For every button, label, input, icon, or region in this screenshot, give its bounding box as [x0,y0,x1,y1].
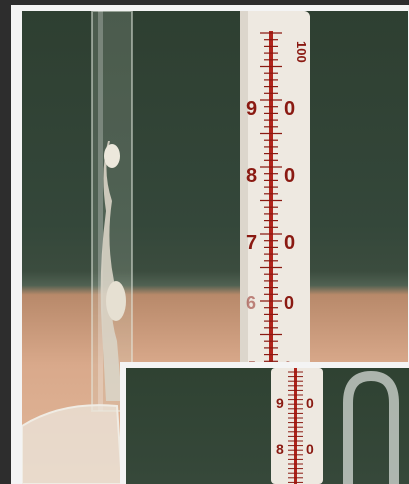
inset-photo-frame: 9 0 8 0 [120,362,409,484]
inset-photo: 9 0 8 0 [126,368,409,484]
white-residue [100,141,122,401]
scale-label: 9 [276,395,284,411]
scale-label: 8 [276,441,284,457]
scale-label: 0 [284,293,294,313]
scale-label: 0 [306,441,314,457]
u-tube [343,370,399,484]
scale-label: 0 [284,165,295,187]
scale-label: 0 [284,98,295,120]
scale-label: 7 [246,232,257,254]
glass-tube [91,11,133,412]
main-photo: 100 9 0 8 0 7 0 6 0 5 0 [22,11,408,484]
scale-label: 9 [246,98,257,120]
scale-label: 8 [246,165,257,187]
inset-photo-scene: 9 0 8 0 [271,368,399,484]
scale-label: 6 [246,293,256,313]
inset-thermometer: 9 0 8 0 [271,368,323,484]
scale-label: 0 [284,232,295,254]
scale-label: 0 [306,395,314,411]
scale-label: 100 [294,41,309,63]
thermometer: 100 9 0 8 0 7 0 6 0 5 0 [240,11,310,374]
main-photo-frame: 100 9 0 8 0 7 0 6 0 5 0 [11,5,409,484]
beaker [22,404,124,484]
main-photo-scene: 100 9 0 8 0 7 0 6 0 5 0 [22,11,310,484]
